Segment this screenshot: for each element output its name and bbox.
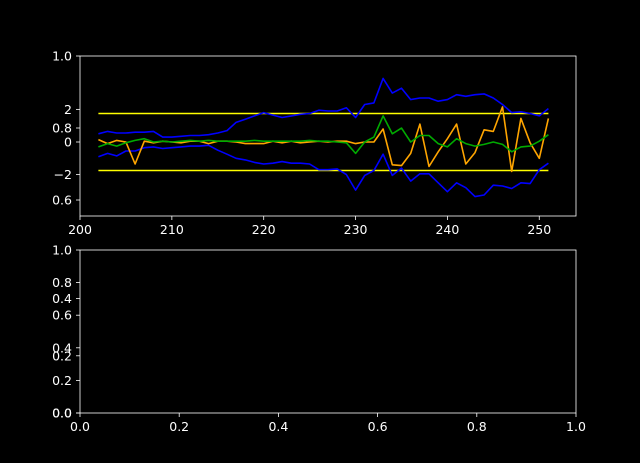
y-tick-label: 0.8 [52, 275, 72, 290]
plot-area [80, 56, 576, 216]
x-tick-label: 1.0 [566, 419, 586, 434]
y-tick-label: 0.8 [52, 121, 72, 136]
x-tick-label: 0.6 [368, 419, 388, 434]
y-tick-label: 2 [64, 102, 72, 117]
y-tick-label: 0.0 [52, 406, 72, 421]
x-tick-label: 210 [160, 222, 184, 237]
y-tick-label: 1.0 [52, 49, 72, 64]
y-tick-label: 0.0 [52, 406, 72, 421]
series-line-2 [98, 77, 549, 138]
x-tick-label: 230 [344, 222, 368, 237]
x-tick-label: 250 [527, 222, 551, 237]
bottom-chart: 0.0 0.2 0.4 0.6 0.8 1.00.00.20.40.60.81.00.00… [52, 243, 586, 435]
series-line-3 [98, 144, 549, 198]
y-tick-label: 0.4 [52, 291, 72, 306]
x-tick-label: 0.2 [169, 419, 189, 434]
series-line-5 [98, 115, 549, 155]
x-tick-label: 0.4 [268, 419, 288, 434]
y-tick-label: 0.2 [52, 348, 72, 363]
x-tick-label: 240 [435, 222, 459, 237]
x-tick-label: 220 [252, 222, 276, 237]
y-tick-label: 0.6 [52, 193, 72, 208]
y-tick-label: 0.2 [52, 373, 72, 388]
x-tick-label: 0.0 [70, 419, 90, 434]
y-tick-label: 0.4 [52, 340, 72, 355]
x-tick-label: 0.8 [467, 419, 487, 434]
x-tick-label: 200 [68, 222, 92, 237]
plot-frame [79, 55, 577, 217]
plot-frame [79, 249, 577, 414]
y-tick-label: 0.6 [52, 308, 72, 323]
top-chart: 200 210 220 230 240 250 1.0 0.8 0.6 2 0 −2 [52, 49, 577, 237]
y-tick-label: 0 [64, 135, 72, 150]
y-tick-label: −2 [54, 167, 72, 182]
y-tick-label: 1.0 [52, 243, 72, 258]
